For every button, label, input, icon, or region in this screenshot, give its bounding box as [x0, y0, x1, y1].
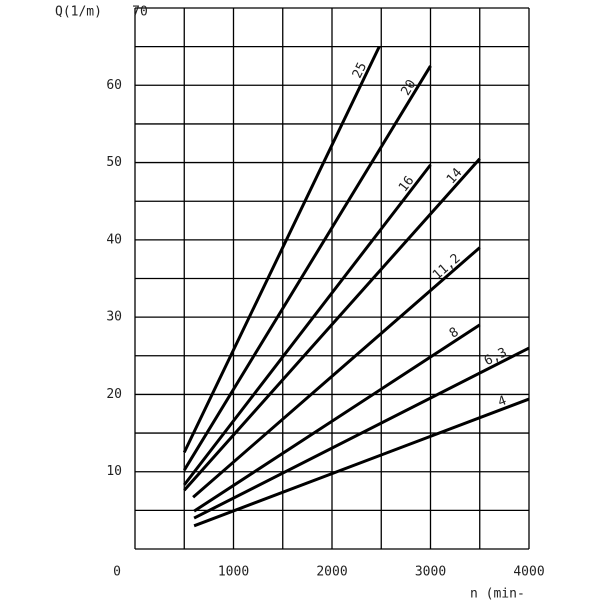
- series-label: 25: [350, 60, 370, 81]
- series-line: [183, 157, 481, 492]
- series-label: 16: [396, 173, 417, 195]
- y-axis-label: Q(1/m): [55, 5, 102, 20]
- series-label: 20: [399, 77, 420, 98]
- x-tick-label: 3000: [415, 565, 446, 580]
- x-tick-label: 1000: [218, 565, 249, 580]
- y-tick-label: 50: [106, 155, 122, 170]
- series-line: [193, 346, 530, 520]
- y-tick-label: 10: [106, 464, 122, 479]
- series-line: [192, 246, 481, 499]
- series-label: 6,3: [482, 345, 510, 369]
- series-label: 4: [496, 393, 509, 410]
- x-tick-label: 4000: [513, 565, 544, 580]
- y-tick-label: 70: [132, 5, 148, 20]
- series-line: [193, 323, 481, 513]
- x-axis-label: n (min-: [470, 587, 525, 600]
- series-line: [193, 397, 530, 528]
- series-line: [183, 163, 432, 486]
- series-line: [182, 45, 381, 454]
- x-tick-label: 0: [113, 565, 121, 580]
- x-tick-label: 2000: [316, 565, 347, 580]
- series-line: [182, 65, 432, 471]
- series-label: 14: [444, 165, 466, 187]
- y-tick-label: 40: [106, 232, 122, 247]
- y-tick-label: 20: [106, 387, 122, 402]
- y-tick-label: 30: [106, 310, 122, 325]
- y-tick-label: 60: [106, 78, 122, 93]
